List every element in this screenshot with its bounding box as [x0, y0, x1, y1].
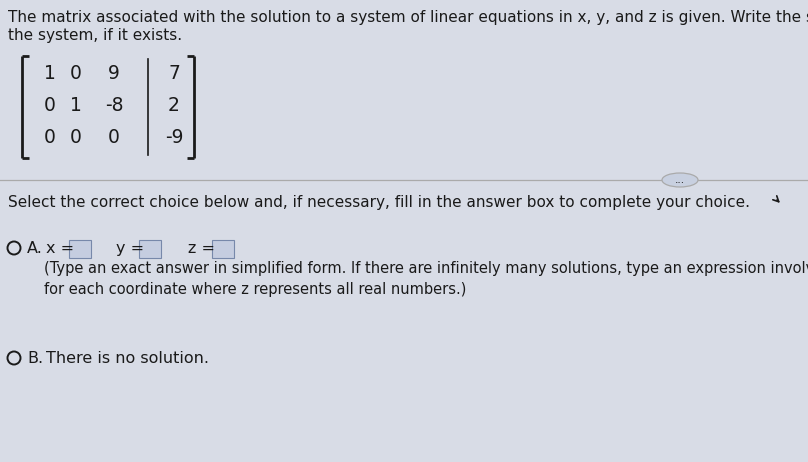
Text: 0: 0: [108, 128, 120, 147]
Text: x =: x =: [46, 241, 74, 256]
Text: -8: -8: [105, 96, 124, 115]
Text: z =: z =: [188, 241, 215, 256]
Text: 1: 1: [44, 64, 56, 83]
Text: 2: 2: [168, 96, 180, 115]
Text: y =: y =: [116, 241, 144, 256]
Text: 0: 0: [70, 128, 82, 147]
Text: ...: ...: [675, 175, 685, 185]
FancyBboxPatch shape: [69, 240, 91, 258]
Ellipse shape: [662, 173, 698, 187]
Text: 0: 0: [44, 128, 56, 147]
Text: Select the correct choice below and, if necessary, fill in the answer box to com: Select the correct choice below and, if …: [8, 195, 750, 210]
Text: The matrix associated with the solution to a system of linear equations in x, y,: The matrix associated with the solution …: [8, 10, 808, 25]
FancyBboxPatch shape: [139, 240, 161, 258]
Text: A.: A.: [27, 241, 43, 256]
Text: 1: 1: [70, 96, 82, 115]
Text: B.: B.: [27, 351, 43, 366]
Text: 9: 9: [108, 64, 120, 83]
Text: 7: 7: [168, 64, 180, 83]
Text: 0: 0: [70, 64, 82, 83]
Text: 0: 0: [44, 96, 56, 115]
Text: There is no solution.: There is no solution.: [46, 351, 209, 366]
FancyBboxPatch shape: [212, 240, 234, 258]
Text: -9: -9: [165, 128, 183, 147]
Text: (Type an exact answer in simplified form. If there are infinitely many solutions: (Type an exact answer in simplified form…: [44, 261, 808, 297]
Text: the system, if it exists.: the system, if it exists.: [8, 28, 182, 43]
